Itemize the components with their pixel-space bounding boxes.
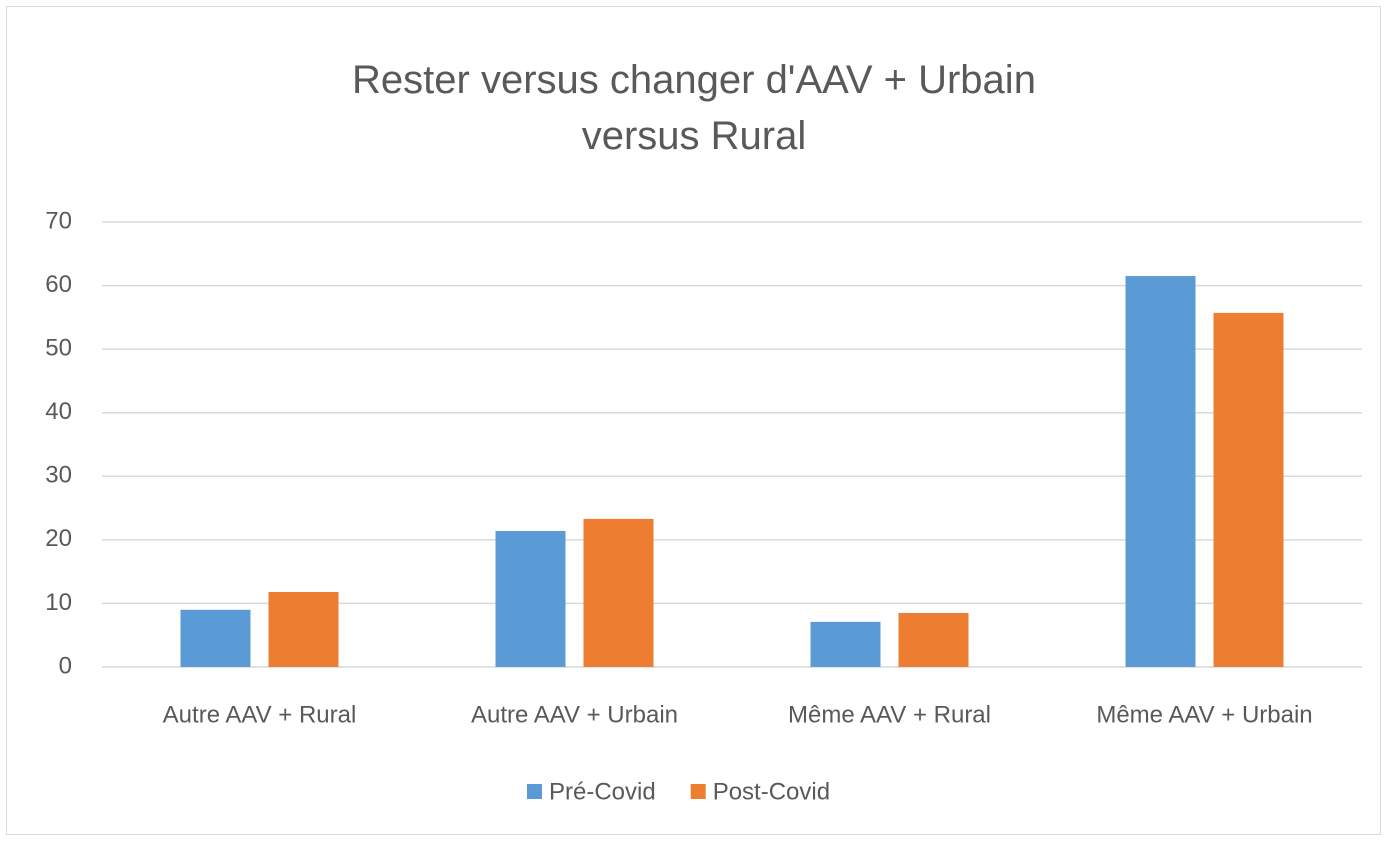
legend-swatch xyxy=(527,784,542,799)
y-tick-label: 70 xyxy=(45,207,72,234)
y-tick-label: 50 xyxy=(45,334,72,361)
bar xyxy=(583,518,654,667)
legend-swatch xyxy=(690,784,706,799)
bar xyxy=(495,530,566,667)
chart-frame xyxy=(6,6,1381,835)
legend-label: Pré-Covid xyxy=(549,778,656,805)
bar xyxy=(898,612,969,667)
bar xyxy=(268,591,339,667)
y-tick-label: 60 xyxy=(45,271,72,298)
y-tick-label: 30 xyxy=(45,462,72,489)
legend-label: Post-Covid xyxy=(713,778,830,805)
x-tick-label: Même AAV + Urbain xyxy=(1096,701,1312,728)
x-tick-label: Autre AAV + Rural xyxy=(163,701,357,728)
x-tick-label: Même AAV + Rural xyxy=(788,701,991,728)
bar xyxy=(1125,276,1196,667)
y-tick-label: 40 xyxy=(45,398,72,425)
bar xyxy=(180,609,251,667)
y-tick-label: 20 xyxy=(45,525,72,552)
y-tick-label: 0 xyxy=(59,652,72,679)
bar xyxy=(810,621,881,667)
chart-title: Rester versus changer d'AAV + Urbain ver… xyxy=(352,58,1036,158)
y-tick-label: 10 xyxy=(45,589,72,616)
x-tick-label: Autre AAV + Urbain xyxy=(471,701,678,728)
bar xyxy=(1213,312,1284,667)
